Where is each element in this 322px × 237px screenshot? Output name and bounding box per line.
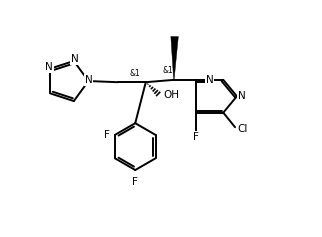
Polygon shape [171, 36, 178, 80]
Text: N: N [45, 63, 53, 73]
Text: F: F [132, 177, 138, 187]
Text: N: N [84, 75, 92, 85]
Text: &1: &1 [130, 69, 141, 78]
Text: N: N [238, 91, 246, 101]
Text: F: F [193, 132, 199, 142]
Text: Cl: Cl [237, 124, 247, 134]
Text: N: N [71, 54, 79, 64]
Text: OH: OH [164, 90, 180, 100]
Text: F: F [104, 130, 110, 140]
Text: N: N [206, 75, 213, 85]
Text: &1: &1 [163, 66, 174, 75]
